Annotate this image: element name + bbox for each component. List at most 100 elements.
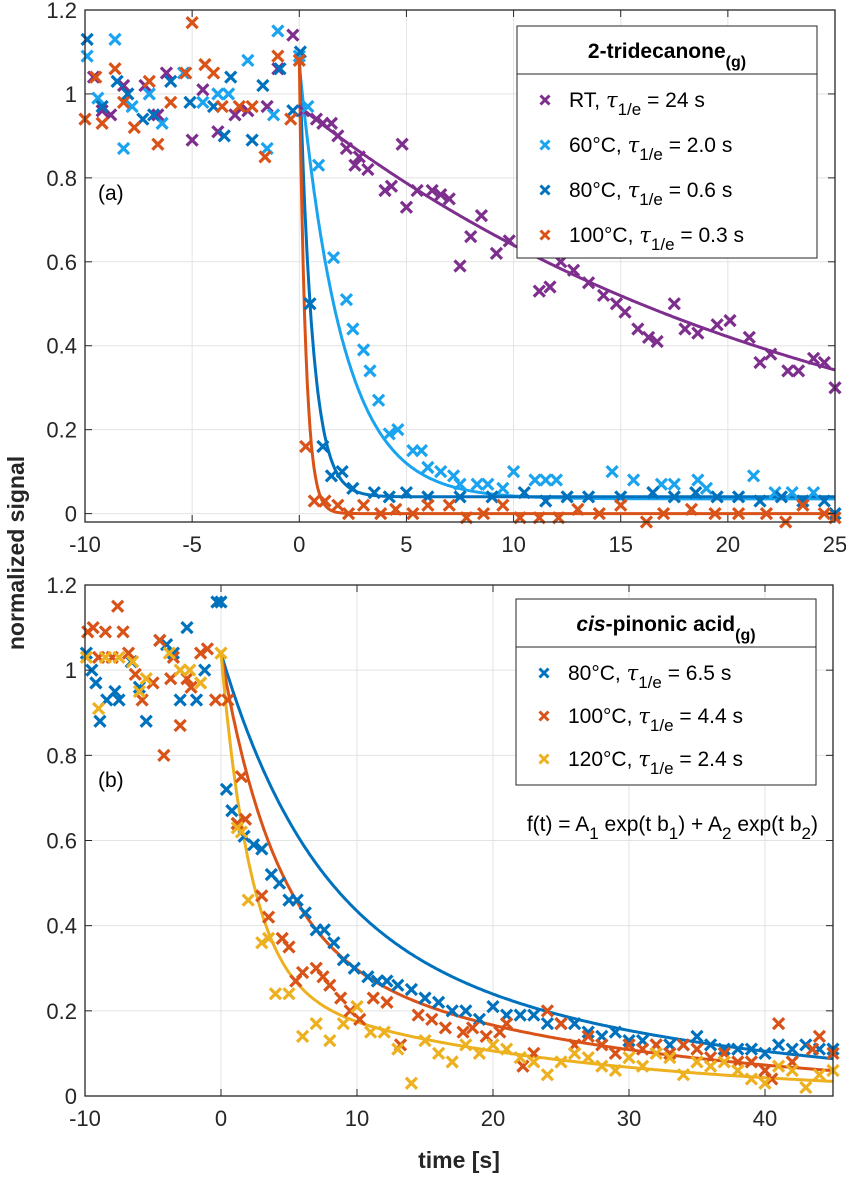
data-point [350, 999, 364, 1014]
data-point [485, 490, 499, 504]
data-point [771, 1016, 786, 1031]
data-point [464, 229, 478, 244]
data-point [374, 506, 388, 521]
data-point [261, 931, 276, 946]
data-point [438, 1021, 453, 1035]
legend-entry: 100°C, τ1/e = 0.3 s [569, 223, 744, 254]
data-point [817, 506, 831, 521]
data-point [635, 1059, 650, 1073]
data-point [539, 473, 553, 487]
legend-marker-icon [538, 667, 550, 679]
data-point [691, 326, 705, 340]
data-point [382, 427, 396, 441]
data-point [663, 1051, 677, 1065]
data-point [421, 460, 435, 475]
data-point [363, 364, 377, 378]
data-point [247, 838, 261, 852]
data-point [391, 423, 405, 437]
data-point [764, 347, 778, 361]
data-point [605, 465, 619, 479]
data-point [323, 978, 337, 992]
data-point [128, 667, 142, 682]
panel-b: -10 0 10 20 30 4000.20.40.60.811.2(b)cis-pino… [46, 573, 840, 1131]
data-point [272, 876, 287, 890]
data-point [211, 87, 225, 101]
data-point [221, 87, 236, 101]
data-point [791, 364, 806, 378]
x-tick-label: 10 [501, 532, 525, 557]
data-point [284, 112, 298, 126]
data-point [108, 62, 122, 76]
data-point [796, 494, 810, 508]
data-point [261, 910, 276, 924]
data-point [228, 108, 242, 122]
data-point [230, 816, 244, 831]
data-point [649, 1046, 663, 1061]
data-point [89, 70, 103, 84]
x-tick-label: 0 [215, 1106, 227, 1131]
data-point [208, 693, 223, 707]
legend-entry: 100°C, τ1/e = 4.4 s [568, 704, 743, 735]
data-point [703, 1038, 718, 1052]
y-tick-label: 0 [65, 1084, 77, 1109]
data-point [234, 769, 249, 784]
data-point [549, 473, 564, 487]
data-point [650, 334, 664, 349]
data-point [189, 693, 204, 707]
data-point [753, 494, 767, 508]
data-point [380, 995, 394, 1009]
data-point [676, 1068, 691, 1082]
data-point [196, 95, 210, 109]
data-point [316, 439, 330, 454]
data-point [200, 642, 215, 656]
data-point [79, 646, 93, 660]
data-point [142, 74, 156, 88]
data-point [164, 95, 178, 109]
data-point [710, 318, 724, 332]
x-tick-label: 10 [345, 1106, 369, 1131]
data-point [581, 1025, 595, 1039]
data-point [731, 506, 746, 521]
data-point [110, 74, 124, 88]
data-point [540, 1068, 555, 1082]
data-point [299, 439, 313, 454]
data-point [214, 646, 228, 660]
legend-title: 2-tridecanone(g) [588, 40, 746, 71]
data-point [180, 620, 194, 635]
data-point [622, 1034, 636, 1048]
data-point [774, 490, 789, 504]
legend: 2-tridecanone(g) RT, τ1/e = 24 s 60°C, τ1/… [516, 25, 818, 259]
data-point [98, 625, 113, 639]
data-point [367, 485, 381, 500]
data-point [318, 494, 332, 508]
data-point [183, 95, 197, 109]
data-point [626, 473, 641, 487]
data-point [608, 1046, 623, 1061]
data-point [89, 676, 103, 690]
data-point [608, 1063, 623, 1078]
legend-title: cis-pinonic acid(g) [576, 613, 755, 644]
data-point [796, 498, 810, 512]
fit-line-120c [219, 652, 834, 1083]
data-point [112, 650, 126, 665]
data-point [781, 364, 795, 378]
data-point [410, 183, 424, 198]
data-point [255, 842, 269, 856]
data-point [258, 150, 272, 164]
y-tick-label: 0 [65, 502, 77, 527]
data-point [513, 1008, 527, 1022]
data-point [146, 676, 160, 690]
data-point [108, 684, 122, 699]
data-point [799, 1038, 813, 1052]
data-point [799, 1080, 813, 1095]
data-point [690, 1042, 704, 1056]
data-point [708, 506, 722, 521]
data-point [95, 116, 109, 130]
data-point [111, 599, 125, 613]
data-point [121, 87, 135, 101]
data-point [486, 1038, 500, 1052]
data-point [348, 158, 362, 172]
data-point [595, 1038, 609, 1052]
data-point [346, 322, 360, 336]
data-point [445, 1004, 459, 1018]
